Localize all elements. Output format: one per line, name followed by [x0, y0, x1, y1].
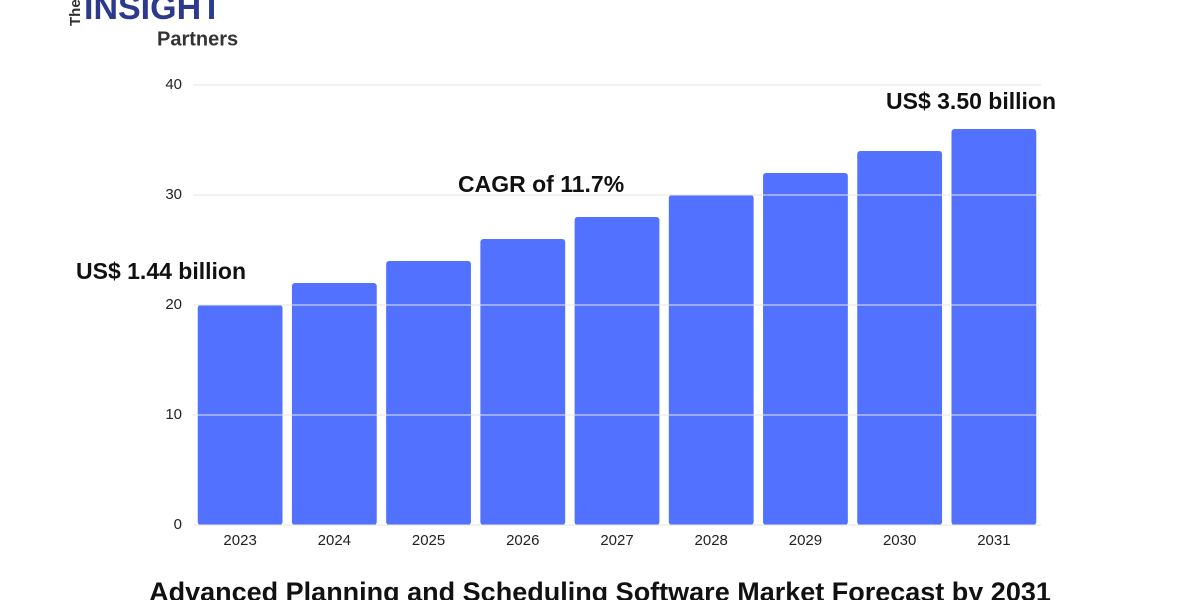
x-tick-label: 2023 — [223, 532, 256, 549]
bar — [951, 129, 1037, 525]
x-tick-label: 2025 — [412, 532, 445, 549]
y-tick-label: 0 — [174, 516, 182, 533]
bar — [386, 261, 471, 525]
annotation: CAGR of 11.7% — [458, 171, 624, 197]
logo-main: INSIGHT — [84, 0, 222, 27]
logo-sub: Partners — [157, 28, 238, 50]
x-tick-label: 2031 — [977, 532, 1010, 549]
y-tick-label: 30 — [165, 186, 182, 203]
logo-top: The — [67, 0, 84, 26]
bar — [291, 283, 377, 525]
x-tick-label: 2028 — [695, 532, 728, 549]
chart-title: Advanced Planning and Scheduling Softwar… — [149, 577, 1051, 600]
x-tick-label: 2029 — [789, 532, 822, 549]
x-tick-label: 2030 — [883, 532, 916, 549]
y-tick-label: 20 — [165, 296, 182, 313]
x-tick-label: 2026 — [506, 532, 539, 549]
x-tick-label: 2027 — [600, 532, 633, 549]
x-tick-label: 2024 — [318, 532, 351, 549]
bar — [668, 195, 754, 525]
bar — [857, 151, 943, 525]
annotation: US$ 3.50 billion — [886, 88, 1056, 114]
bar — [574, 217, 660, 525]
bar — [763, 173, 848, 525]
bar — [480, 239, 566, 525]
annotation: US$ 1.44 billion — [76, 258, 246, 284]
y-tick-label: 40 — [165, 76, 182, 93]
logo: The INSIGHT Partners — [67, 0, 238, 50]
y-tick-label: 10 — [165, 406, 182, 423]
